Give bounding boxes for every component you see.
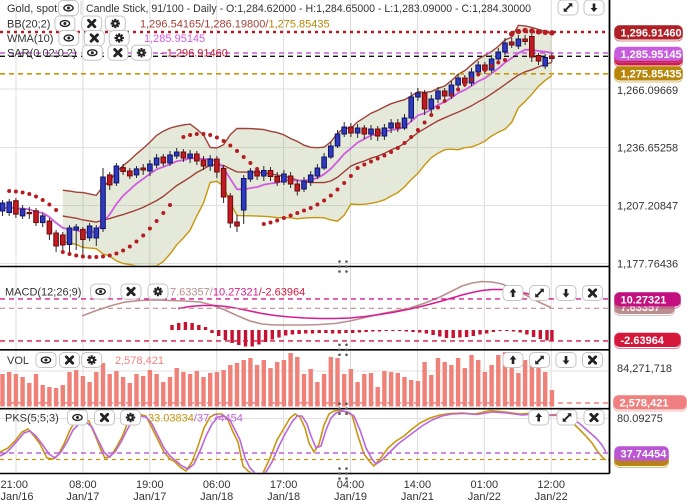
svg-text:2,578,421: 2,578,421 <box>620 398 669 410</box>
svg-text:1,275.85435: 1,275.85435 <box>621 69 682 81</box>
svg-text:14:00: 14:00 <box>404 479 432 491</box>
svg-text:17:00: 17:00 <box>270 479 298 491</box>
svg-text:VOL: VOL <box>7 355 29 367</box>
svg-text:SAR(0.02;0.2): SAR(0.02;0.2) <box>7 48 77 60</box>
svg-text:WMA(10): WMA(10) <box>7 33 53 45</box>
svg-text:1,285.95145: 1,285.95145 <box>144 33 205 45</box>
svg-text:08:00: 08:00 <box>69 479 97 491</box>
svg-text:10.27321: 10.27321 <box>621 295 667 307</box>
svg-text:Jan/17: Jan/17 <box>66 491 99 503</box>
svg-text:1,266.09669: 1,266.09669 <box>617 85 678 97</box>
svg-text:84,271,718: 84,271,718 <box>617 363 672 375</box>
svg-text:Jan/22: Jan/22 <box>468 491 501 503</box>
svg-text:Jan/18: Jan/18 <box>267 491 300 503</box>
svg-text:BB(20;2): BB(20;2) <box>7 19 50 31</box>
svg-text:Jan/16: Jan/16 <box>1 491 34 503</box>
svg-text:Candle Stick, 91/100 - Daily -: Candle Stick, 91/100 - Daily - O:1,284.6… <box>86 3 531 15</box>
svg-text:7.63357/10.27321/-2.63964: 7.63357/10.27321/-2.63964 <box>170 287 305 299</box>
svg-text:1,296.54165/1,286.19800/1,275.: 1,296.54165/1,286.19800/1,275.85435 <box>140 19 330 31</box>
svg-text:19:00: 19:00 <box>136 479 164 491</box>
svg-text:1,236.65258: 1,236.65258 <box>617 143 678 155</box>
svg-text:Jan/17: Jan/17 <box>133 491 166 503</box>
svg-text:80.09275: 80.09275 <box>617 413 663 425</box>
svg-text:01:00: 01:00 <box>471 479 499 491</box>
svg-text:Jan/21: Jan/21 <box>401 491 434 503</box>
svg-text:1,177.76436: 1,177.76436 <box>617 259 678 271</box>
svg-text:1,285.95145: 1,285.95145 <box>621 49 682 61</box>
svg-text:1,207.20847: 1,207.20847 <box>617 201 678 213</box>
svg-text:Jan/22: Jan/22 <box>535 491 568 503</box>
svg-text:PKS(5;5;3): PKS(5;5;3) <box>5 413 59 425</box>
svg-text:MACD(12;26;9): MACD(12;26;9) <box>5 287 81 299</box>
svg-text:33.03834/37.74454: 33.03834/37.74454 <box>148 413 243 425</box>
svg-text:Jan/18: Jan/18 <box>200 491 233 503</box>
svg-text:2,578,421: 2,578,421 <box>115 355 164 367</box>
svg-text:Gold, spot: Gold, spot <box>7 3 57 15</box>
svg-text:-2.63964: -2.63964 <box>621 335 665 347</box>
svg-text:12:00: 12:00 <box>537 479 565 491</box>
svg-text:37.74454: 37.74454 <box>621 449 668 461</box>
svg-text:1,296.91460: 1,296.91460 <box>621 28 682 40</box>
svg-text:- 1,296.91460: - 1,296.91460 <box>160 48 228 60</box>
svg-text:04:00: 04:00 <box>337 479 365 491</box>
svg-text:06:00: 06:00 <box>203 479 231 491</box>
svg-text:21:00: 21:00 <box>1 479 29 491</box>
svg-text:Jan/19: Jan/19 <box>334 491 367 503</box>
